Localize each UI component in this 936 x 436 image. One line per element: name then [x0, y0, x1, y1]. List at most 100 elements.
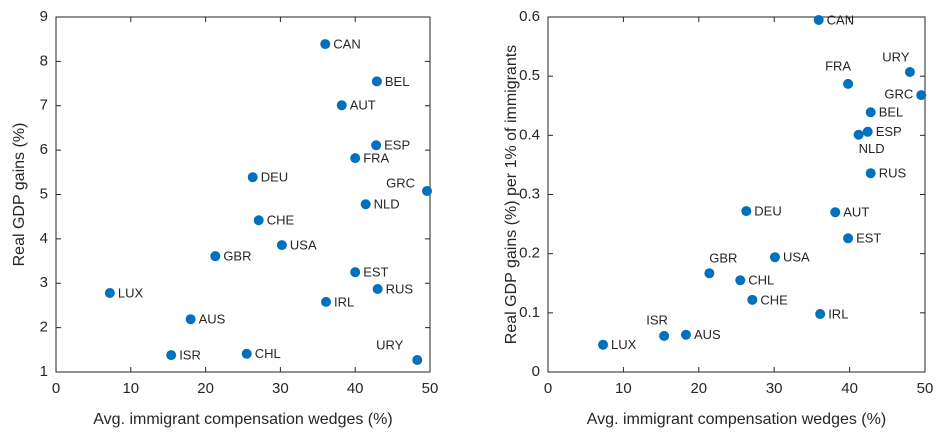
point	[735, 275, 746, 286]
x-tick-label: 20	[690, 380, 707, 397]
point-label: AUT	[843, 205, 869, 220]
x-tick-label: 10	[122, 380, 139, 397]
x-tick-label: 50	[422, 380, 439, 397]
point	[321, 296, 332, 307]
axes-frame	[547, 16, 926, 373]
y-tick-label: 4	[40, 230, 48, 247]
point-label: BEL	[879, 105, 904, 120]
y-axis-label: Real GDP gains (%) per 1% of immigrants	[503, 45, 520, 344]
point-label: EST	[363, 265, 388, 280]
point	[741, 206, 752, 217]
point-label: ISR	[646, 312, 668, 327]
y-tick-label: 0	[532, 363, 540, 380]
point	[350, 267, 361, 278]
point	[166, 350, 177, 361]
point	[747, 294, 758, 305]
point-label: ESP	[384, 138, 410, 153]
point-label: CHE	[267, 213, 295, 228]
y-tick-label: 0.2	[519, 245, 540, 262]
point-label: BEL	[385, 74, 410, 89]
point	[210, 251, 221, 262]
point	[769, 252, 780, 263]
point-label: USA	[290, 238, 317, 253]
point-label: CAN	[333, 37, 360, 52]
point-label: EST	[856, 231, 881, 246]
point-label: AUS	[199, 312, 226, 327]
point-label: GBR	[709, 251, 737, 266]
point	[916, 90, 927, 101]
point	[865, 107, 876, 118]
x-tick-label: 20	[197, 380, 214, 397]
point	[598, 339, 609, 350]
point-label: URY	[882, 49, 910, 64]
y-tick-label: 5	[40, 185, 48, 202]
point-label: LUX	[118, 285, 144, 300]
point	[843, 78, 854, 89]
x-tick-label: 0	[52, 380, 60, 397]
y-tick-label: 6	[40, 141, 48, 158]
x-axis-label: Avg. immigrant compensation wedges (%)	[587, 411, 886, 428]
point	[862, 126, 873, 137]
point-label: FRA	[825, 58, 851, 73]
point-label: ISR	[179, 348, 201, 363]
y-tick-label: 9	[40, 8, 48, 25]
point	[253, 215, 264, 226]
point	[659, 330, 670, 341]
point	[371, 140, 382, 151]
y-tick-label: 3	[40, 274, 48, 291]
point	[815, 309, 826, 320]
point-label: CHL	[255, 346, 281, 361]
point	[704, 268, 715, 279]
x-tick-label: 40	[347, 380, 364, 397]
point-label: CHL	[748, 273, 774, 288]
point-label: IRL	[828, 306, 848, 321]
y-tick-label: 8	[40, 52, 48, 69]
point	[830, 207, 841, 218]
point	[422, 185, 433, 196]
point	[185, 314, 196, 325]
point-label: ESP	[876, 124, 902, 139]
y-tick-label: 0.1	[519, 304, 540, 321]
x-tick-label: 50	[917, 380, 934, 397]
point	[865, 168, 876, 179]
point-label: URY	[376, 337, 404, 352]
y-tick-label: 1	[40, 363, 48, 380]
x-axis-label: Avg. immigrant compensation wedges (%)	[93, 411, 392, 428]
point	[904, 67, 915, 78]
point-label: FRA	[363, 151, 389, 166]
x-tick-label: 40	[841, 380, 858, 397]
x-tick-label: 10	[615, 380, 632, 397]
point-label: NLD	[374, 197, 400, 212]
point	[412, 355, 423, 366]
point-label: USA	[783, 250, 810, 265]
point	[336, 100, 347, 111]
point-label: LUX	[611, 337, 637, 352]
point-label: NLD	[859, 141, 885, 156]
point-label: AUS	[694, 327, 721, 342]
point	[104, 288, 115, 299]
point	[241, 348, 252, 359]
y-tick-label: 0.6	[519, 8, 540, 25]
x-tick-label: 0	[544, 380, 552, 397]
point-label: GBR	[223, 249, 251, 264]
point	[350, 153, 361, 164]
point	[276, 240, 287, 251]
point-label: GRC	[386, 175, 415, 190]
point-label: RUS	[386, 281, 414, 296]
point-label: RUS	[879, 166, 907, 181]
point-label: AUT	[350, 98, 376, 113]
point	[360, 199, 371, 210]
point-label: GRC	[884, 87, 913, 102]
y-tick-label: 2	[40, 319, 48, 336]
y-axis-label: Real GDP gains (%)	[11, 123, 28, 267]
axes-frame	[55, 16, 431, 373]
y-tick-label: 0.3	[519, 185, 540, 202]
point	[853, 129, 864, 140]
point-label: DEU	[261, 170, 288, 185]
y-tick-label: 0.5	[519, 67, 540, 84]
point	[813, 14, 824, 25]
point	[680, 329, 691, 340]
x-tick-label: 30	[272, 380, 289, 397]
point	[372, 284, 383, 295]
